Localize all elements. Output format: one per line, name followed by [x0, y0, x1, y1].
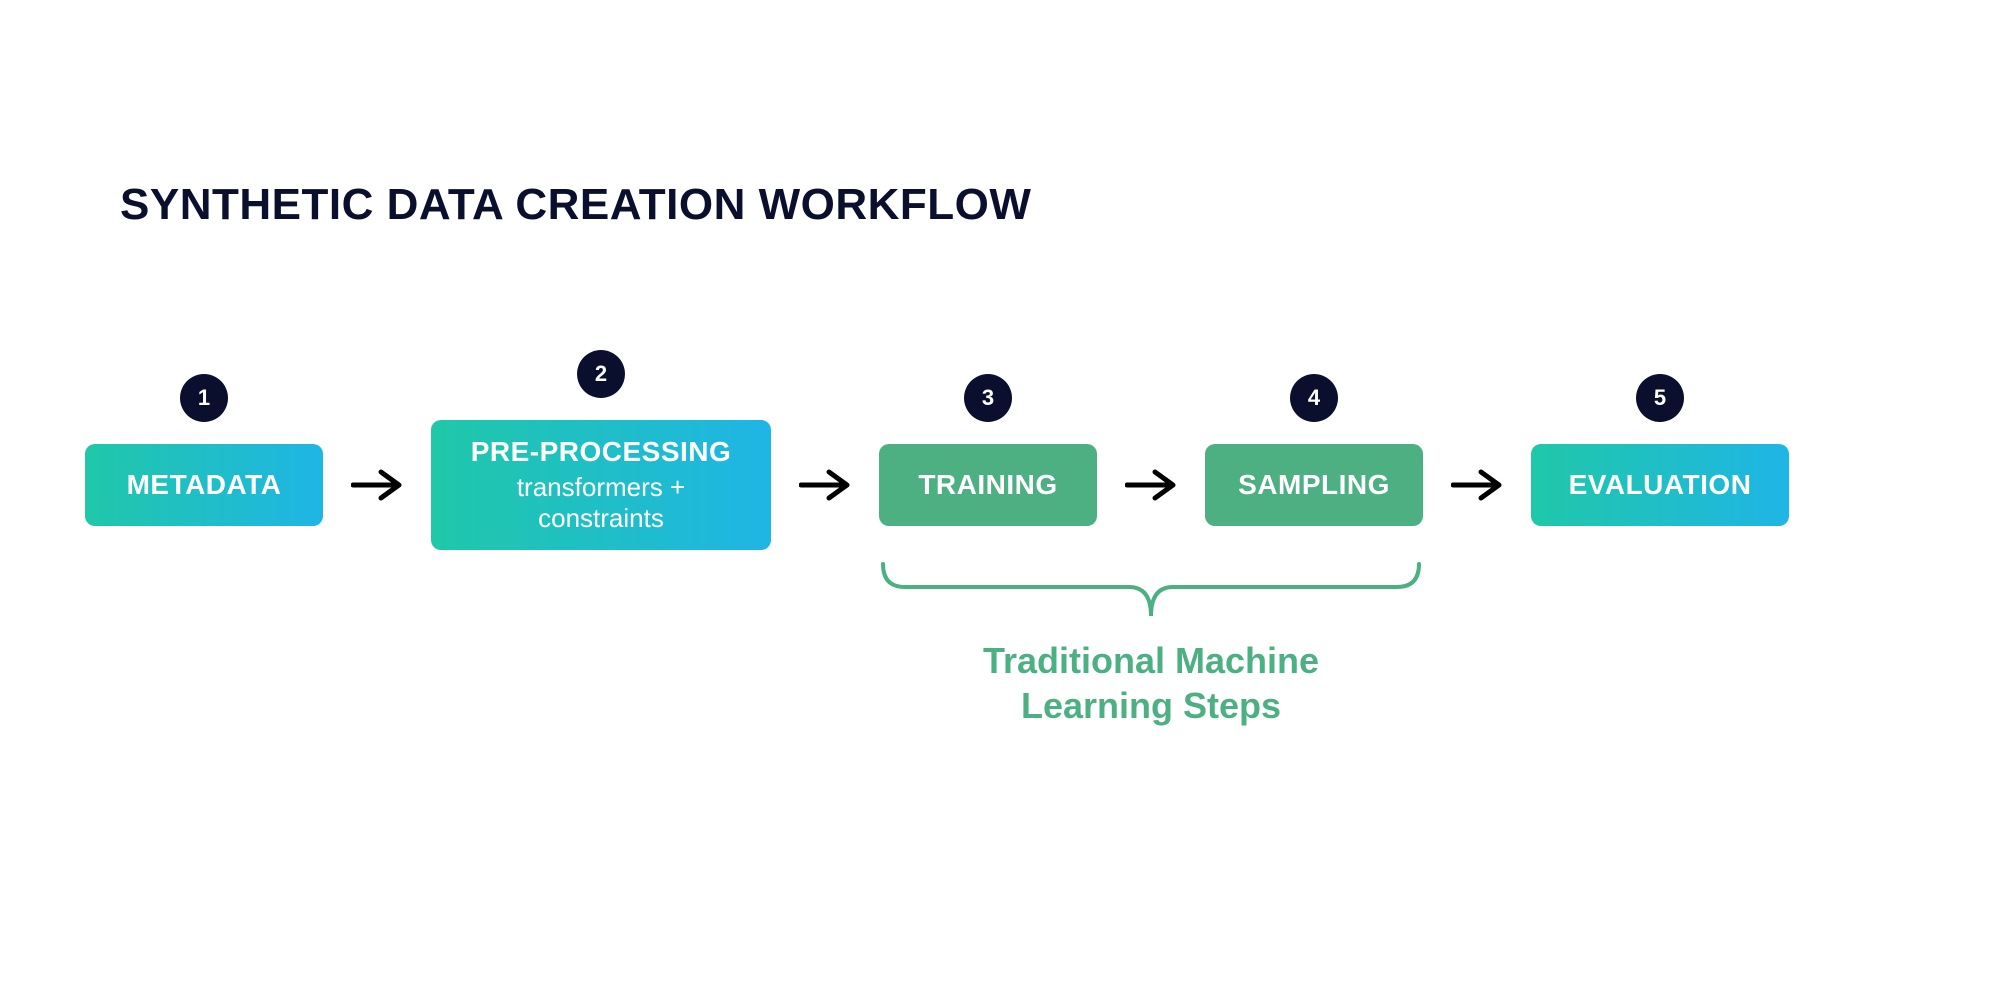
workflow-step: 1 METADATA: [85, 374, 323, 526]
step-number-badge: 2: [577, 350, 625, 398]
step-number-badge: 3: [964, 374, 1012, 422]
step-title: EVALUATION: [1569, 469, 1752, 501]
arrow-right-icon: [351, 468, 403, 502]
diagram-title: SYNTHETIC DATA CREATION WORKFLOW: [120, 180, 1031, 230]
step-box: METADATA: [85, 444, 323, 526]
workflow-row: 1 METADATA 2 PRE-PROCESSING transformers + c…: [85, 350, 1789, 550]
workflow-step: 2 PRE-PROCESSING transformers + constraint…: [431, 350, 771, 550]
brace-label-line1: Traditional Machine: [983, 638, 1319, 683]
step-box: EVALUATION: [1531, 444, 1789, 526]
arrow-right-icon: [1451, 468, 1503, 502]
step-box: TRAINING: [879, 444, 1097, 526]
arrow-right-icon: [1125, 468, 1177, 502]
step-title: METADATA: [127, 469, 282, 501]
curly-brace-icon: [879, 560, 1423, 620]
step-title: TRAINING: [918, 469, 1057, 501]
step-box: PRE-PROCESSING transformers + constraints: [431, 420, 771, 550]
step-number-badge: 5: [1636, 374, 1684, 422]
step-number-badge: 4: [1290, 374, 1338, 422]
step-number-badge: 1: [180, 374, 228, 422]
step-title: PRE-PROCESSING: [471, 436, 732, 468]
workflow-step: 4 SAMPLING: [1205, 374, 1423, 526]
workflow-step: 3 TRAINING: [879, 374, 1097, 526]
brace-group: Traditional Machine Learning Steps: [879, 560, 1423, 728]
arrow-right-icon: [799, 468, 851, 502]
step-title: SAMPLING: [1238, 469, 1390, 501]
brace-label-line2: Learning Steps: [983, 683, 1319, 728]
brace-label: Traditional Machine Learning Steps: [983, 638, 1319, 728]
workflow-step: 5 EVALUATION: [1531, 374, 1789, 526]
step-box: SAMPLING: [1205, 444, 1423, 526]
step-subtitle: transformers + constraints: [451, 472, 751, 534]
